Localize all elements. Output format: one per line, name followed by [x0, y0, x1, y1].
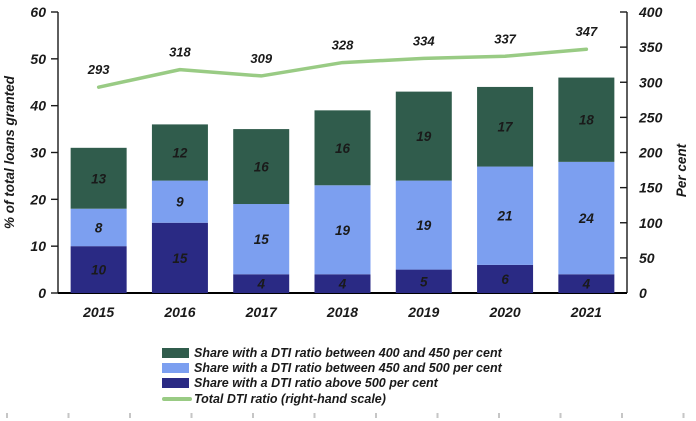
bar-segment — [314, 110, 371, 186]
left-axis-tick-label: 60 — [30, 4, 46, 20]
legend-label: Share with a DTI ratio between 400 and 4… — [194, 345, 502, 360]
bar-segment — [395, 91, 452, 181]
bar-segment — [233, 129, 290, 205]
line-point-label: 328 — [332, 38, 354, 53]
bar-segment-label: 4 — [256, 277, 265, 292]
x-axis-category-label: 2021 — [570, 304, 602, 320]
bar-segment-label: 18 — [579, 113, 595, 128]
legend-item-total-dti-line: Total DTI ratio (right-hand scale) — [162, 391, 502, 406]
left-axis-title: % of total loans granted — [2, 75, 17, 229]
legend-item-dti-above-500: Share with a DTI ratio above 500 per cen… — [162, 376, 502, 391]
right-axis-tick-label: 100 — [639, 215, 663, 231]
right-axis-tick-label: 0 — [639, 285, 647, 301]
bar-segment-label: 15 — [172, 251, 188, 266]
legend-item-dti-400-450: Share with a DTI ratio between 400 and 4… — [162, 345, 502, 360]
bar-segment-label: 19 — [416, 218, 432, 233]
line-point-label: 337 — [494, 31, 516, 46]
right-axis-tick-label: 300 — [639, 74, 663, 90]
bar-segment-label: 13 — [91, 171, 107, 186]
legend-swatch-navy — [162, 378, 189, 389]
bar-segment — [70, 246, 127, 293]
bar-segment — [395, 269, 452, 293]
x-axis-category-label: 2019 — [407, 304, 439, 320]
bar-segment — [151, 222, 208, 293]
bar-segment — [477, 264, 534, 293]
x-axis-category-label: 2016 — [163, 304, 195, 320]
bar-segment — [558, 161, 615, 275]
line-point-label: 309 — [250, 51, 272, 66]
line-point-label: 293 — [87, 62, 110, 77]
right-axis-tick-label: 200 — [638, 145, 663, 161]
x-axis-category-label: 2018 — [326, 304, 358, 320]
left-axis-tick-label: 50 — [30, 51, 46, 67]
legend-label: Total DTI ratio (right-hand scale) — [194, 391, 386, 406]
right-axis-tick-label: 150 — [639, 180, 663, 196]
bar-segment — [314, 274, 371, 293]
bar-segment — [477, 86, 534, 167]
bar-segment-label: 21 — [497, 209, 513, 224]
bar-segment — [558, 274, 615, 293]
left-axis-tick-label: 30 — [30, 145, 46, 161]
bar-segment — [151, 124, 208, 181]
bar-segment-label: 5 — [420, 274, 428, 289]
bar-segment-label: 17 — [498, 120, 515, 135]
bar-segment-label: 4 — [338, 277, 347, 292]
bar-segment-label: 9 — [176, 195, 184, 210]
bar-segment — [314, 185, 371, 275]
bar-segment — [70, 208, 127, 247]
right-axis-tick-label: 400 — [638, 4, 663, 20]
bar-segment-label: 4 — [582, 277, 591, 292]
legend-label: Share with a DTI ratio above 500 per cen… — [194, 376, 438, 391]
left-axis-tick-label: 40 — [29, 98, 46, 114]
left-axis-tick-label: 0 — [38, 285, 46, 301]
bar-segment-label: 8 — [95, 220, 103, 235]
bar-segment — [395, 180, 452, 270]
x-axis-category-label: 2017 — [245, 304, 278, 320]
bar-segment — [70, 147, 127, 209]
bar-segment — [477, 166, 534, 265]
bar-segment-label: 12 — [172, 146, 188, 161]
total-dti-line — [96, 47, 589, 89]
bar-segment-label: 19 — [416, 129, 432, 144]
bar-segment — [558, 77, 615, 162]
line-point-label: 334 — [413, 33, 435, 48]
right-axis-title: Per cent — [674, 143, 689, 197]
right-axis-tick-label: 50 — [639, 250, 655, 266]
bar-segment-label: 15 — [254, 232, 270, 247]
line-point-label: 347 — [576, 24, 598, 39]
legend-item-dti-450-500: Share with a DTI ratio between 450 and 5… — [162, 360, 502, 375]
legend-swatch-lightblue — [162, 363, 189, 374]
right-axis-tick-label: 350 — [639, 39, 663, 55]
bar-segment-label: 24 — [578, 211, 595, 226]
x-axis-category-label: 2020 — [488, 304, 520, 320]
left-axis-tick-label: 10 — [30, 238, 46, 254]
left-axis-tick-label: 20 — [29, 191, 46, 207]
bar-segment-label: 10 — [91, 263, 107, 278]
chart-legend: Share with a DTI ratio between 400 and 4… — [162, 345, 502, 407]
legend-swatch-green — [162, 347, 189, 358]
legend-label: Share with a DTI ratio between 450 and 5… — [194, 361, 502, 376]
bar-segment — [233, 204, 290, 275]
line-point-label: 318 — [169, 45, 191, 60]
bar-segment — [233, 274, 290, 293]
legend-swatch-line — [162, 397, 192, 401]
bar-segment-label: 16 — [254, 160, 270, 175]
bar-segment-label: 16 — [335, 141, 351, 156]
bar-segment — [151, 180, 208, 223]
bar-segment-label: 19 — [335, 223, 351, 238]
bar-segment-label: 6 — [501, 272, 509, 287]
right-axis-tick-label: 250 — [638, 109, 663, 125]
x-axis-category-label: 2015 — [82, 304, 114, 320]
